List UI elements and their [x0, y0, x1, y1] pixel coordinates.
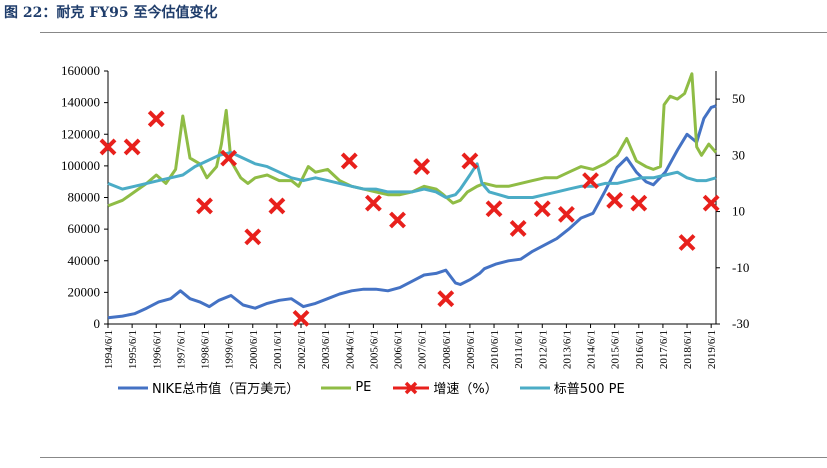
figure-title: 图 22：耐克 FY95 至今估值变化 [4, 5, 218, 21]
growth-marker [220, 149, 238, 167]
left-tick-label: 160000 [61, 63, 100, 78]
legend-label-sp500-pe: 标普500 PE [553, 382, 625, 397]
left-tick-label: 80000 [68, 190, 101, 205]
x-tick-label: 2019/6/1 [706, 330, 718, 369]
x-tick-label: 2016/6/1 [634, 330, 646, 369]
x-tick-label: 2015/6/1 [610, 330, 622, 369]
growth-marker [364, 194, 382, 212]
x-tick-label: 2007/6/1 [417, 330, 429, 369]
right-tick-label: 50 [732, 91, 745, 106]
legend-marker-growth [393, 381, 430, 394]
x-tick-label: 1995/6/1 [127, 330, 139, 369]
x-tick-label: 2010/6/1 [489, 330, 501, 369]
legend-label-pe: PE [355, 380, 372, 395]
x-tick-label: 2012/6/1 [537, 330, 549, 369]
legend-label-growth: 增速（%） [433, 382, 498, 397]
growth-marker [413, 158, 431, 175]
x-tick-label: 2017/6/1 [658, 330, 670, 369]
legend-item-pe: PE [321, 380, 371, 395]
series-line-nike [107, 104, 717, 320]
left-tick-label: 120000 [61, 126, 100, 141]
x-tick-label: 2000/6/1 [248, 330, 260, 369]
x-tick-label: 1996/6/1 [151, 330, 163, 369]
legend-item-sp500-pe: 标普500 PE [519, 378, 625, 397]
right-tick-label: -10 [732, 260, 749, 275]
left-tick-label: 40000 [68, 253, 101, 268]
growth-marker [244, 228, 262, 246]
x-tick-label: 2008/6/1 [441, 330, 453, 369]
growth-marker [557, 205, 575, 223]
right-tick-label: -30 [732, 316, 749, 331]
series-line-pe [107, 72, 718, 208]
growth-marker [582, 172, 599, 190]
right-tick-label: 10 [732, 204, 745, 219]
growth-marker [389, 211, 406, 229]
top-rule [40, 32, 827, 33]
growth-marker [678, 234, 696, 251]
growth-marker [123, 138, 141, 156]
series-line-500-pe [107, 151, 717, 199]
x-tick-label: 2009/6/1 [465, 330, 477, 369]
legend-item-growth: 增速（%） [393, 378, 498, 397]
x-tick-label: 2004/6/1 [344, 330, 356, 369]
growth-marker [509, 220, 527, 237]
legend-label-market-cap: NIKE总市值（百万美元） [152, 382, 300, 397]
chart-legend: NIKE总市值（百万美元） PE 增速（%） 标普500 PE [118, 378, 647, 397]
left-tick-label: 60000 [68, 221, 101, 236]
growth-marker [292, 309, 310, 327]
x-tick-label: 2002/6/1 [296, 330, 308, 369]
x-tick-label: 1998/6/1 [200, 330, 212, 369]
x-tick-label: 2013/6/1 [561, 330, 573, 369]
growth-marker [461, 152, 479, 170]
growth-marker [437, 290, 455, 308]
left-tick-label: 20000 [68, 284, 101, 299]
left-tick-label: 140000 [61, 95, 100, 110]
growth-marker [702, 194, 720, 212]
x-tick-label: 2001/6/1 [272, 330, 284, 369]
x-tick-label: 1999/6/1 [224, 330, 236, 369]
growth-marker [485, 200, 503, 218]
x-tick-label: 2014/6/1 [586, 330, 598, 369]
growth-marker [268, 197, 286, 215]
legend-item-market-cap: NIKE总市值（百万美元） [118, 378, 299, 397]
growth-marker [340, 152, 358, 170]
left-tick-label: 100000 [61, 158, 100, 173]
left-tick-label: 0 [94, 316, 101, 331]
legend-line-market-cap [118, 386, 148, 389]
right-tick-label: 30 [732, 147, 745, 162]
x-tick-label: 2011/6/1 [513, 330, 525, 369]
x-tick-label: 1994/6/1 [103, 330, 115, 369]
x-tick-label: 2006/6/1 [393, 330, 405, 369]
growth-marker [630, 194, 648, 212]
legend-line-sp500-pe [519, 386, 550, 389]
x-tick-label: 2018/6/1 [682, 330, 694, 369]
growth-marker [196, 197, 213, 215]
growth-marker [147, 110, 165, 128]
growth-marker [533, 200, 551, 218]
x-tick-label: 1997/6/1 [175, 330, 187, 369]
growth-marker [99, 138, 117, 156]
bottom-rule [40, 457, 827, 458]
x-tick-label: 2003/6/1 [320, 330, 332, 369]
growth-marker [606, 191, 624, 209]
x-tick-label: 2005/6/1 [368, 330, 380, 369]
legend-line-pe [321, 386, 352, 389]
